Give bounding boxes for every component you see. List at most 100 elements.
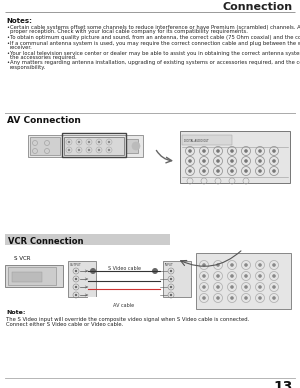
Circle shape [132,142,140,150]
Text: Connection: Connection [223,2,293,12]
Text: responsibility.: responsibility. [10,64,46,69]
Circle shape [188,169,192,173]
Bar [30,137,60,155]
Circle shape [170,286,172,288]
Circle shape [244,285,248,289]
Circle shape [68,141,70,143]
Circle shape [78,149,80,151]
Circle shape [188,159,192,163]
Circle shape [188,149,192,153]
Circle shape [202,149,206,153]
Circle shape [202,263,206,267]
Circle shape [216,149,220,153]
Circle shape [202,169,206,173]
Text: S Video cable: S Video cable [107,266,140,271]
Circle shape [98,141,100,143]
Circle shape [216,159,220,163]
Circle shape [216,274,220,278]
Circle shape [230,285,234,289]
Circle shape [230,159,234,163]
Circle shape [88,141,90,143]
Bar [126,139,138,153]
Circle shape [230,274,234,278]
Circle shape [258,263,262,267]
Circle shape [90,268,96,274]
Bar [12,272,42,282]
Text: Any matters regarding antenna installation, upgrading of existing systems or acc: Any matters regarding antenna installati… [10,61,300,66]
Circle shape [170,294,172,296]
Bar [8,267,56,285]
Circle shape [68,149,70,151]
Text: The S Video input will override the composite video signal when S Video cable is: The S Video input will override the comp… [6,317,249,322]
Circle shape [230,169,234,173]
Circle shape [170,278,172,280]
Circle shape [88,149,90,151]
Circle shape [258,274,262,278]
Circle shape [258,169,262,173]
Circle shape [230,263,234,267]
Text: •: • [6,61,9,66]
Circle shape [272,296,276,300]
Circle shape [258,296,262,300]
Text: INPUT: INPUT [165,263,174,267]
Text: Note:: Note: [6,310,26,315]
Bar [62,133,126,157]
Circle shape [244,296,248,300]
Circle shape [272,149,276,153]
Circle shape [230,149,234,153]
Bar [180,131,290,183]
Circle shape [258,285,262,289]
Circle shape [98,149,100,151]
Circle shape [272,263,276,267]
Circle shape [202,296,206,300]
Circle shape [75,270,77,272]
Text: •: • [6,50,9,55]
Bar [28,135,143,157]
Text: OUTPUT: OUTPUT [70,263,82,267]
Text: Notes:: Notes: [6,18,32,24]
Text: DIGITAL AUDIO OUT: DIGITAL AUDIO OUT [184,139,208,143]
Text: To obtain optimum quality picture and sound, from an antenna, the correct cable : To obtain optimum quality picture and so… [10,35,300,40]
Text: S VCR: S VCR [14,256,30,261]
Text: proper reception. Check with your local cable company for its compatibility requ: proper reception. Check with your local … [10,29,248,34]
Text: 13: 13 [274,380,293,388]
Circle shape [216,296,220,300]
Circle shape [216,285,220,289]
Circle shape [108,149,110,151]
Text: •: • [6,41,9,46]
Circle shape [75,278,77,280]
Text: the accessories required.: the accessories required. [10,55,76,60]
Circle shape [244,149,248,153]
Circle shape [216,169,220,173]
Text: receiver.: receiver. [10,45,33,50]
Circle shape [244,274,248,278]
Text: Connect either S Video cable or Video cable.: Connect either S Video cable or Video ca… [6,322,123,327]
Circle shape [75,294,77,296]
Circle shape [78,141,80,143]
Circle shape [258,149,262,153]
Circle shape [272,169,276,173]
Bar [196,253,291,309]
Circle shape [202,285,206,289]
Circle shape [202,274,206,278]
Circle shape [216,263,220,267]
Circle shape [202,159,206,163]
Text: AV cable: AV cable [113,303,135,308]
Text: If a communal antenna system is used, you may require the correct connection cab: If a communal antenna system is used, yo… [10,41,300,46]
Circle shape [170,270,172,272]
Text: •: • [6,35,9,40]
Circle shape [272,285,276,289]
Circle shape [272,159,276,163]
Circle shape [108,141,110,143]
Circle shape [244,169,248,173]
Bar [163,261,191,297]
Bar [5,265,63,287]
Bar [182,135,232,145]
Circle shape [244,263,248,267]
Text: Your local television service center or dealer may be able to assist you in obta: Your local television service center or … [10,50,300,55]
Circle shape [272,274,276,278]
Text: AV Connection: AV Connection [7,116,81,125]
Bar [64,137,124,155]
Text: Certain cable systems offset some channels to reduce interference or have Premiu: Certain cable systems offset some channe… [10,25,300,30]
Text: VCR Connection: VCR Connection [8,237,83,246]
